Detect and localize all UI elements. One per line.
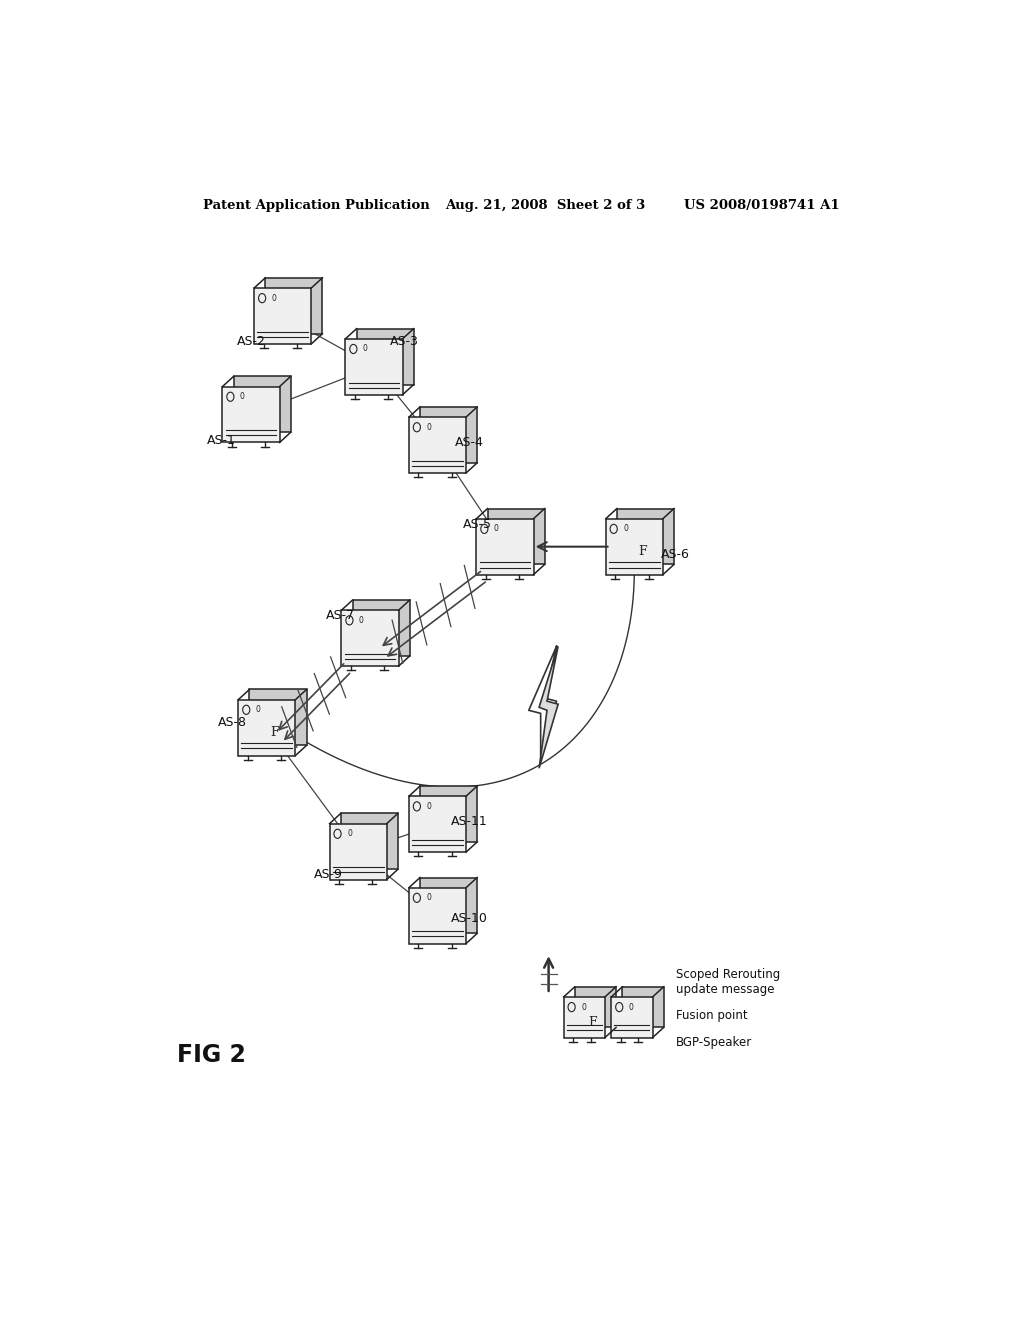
FancyBboxPatch shape [341,610,398,667]
Text: AS-3: AS-3 [390,335,419,348]
FancyBboxPatch shape [420,407,477,463]
Text: AS-7: AS-7 [327,610,355,622]
FancyBboxPatch shape [341,813,397,870]
Text: BGP-Speaker: BGP-Speaker [676,1036,752,1049]
FancyBboxPatch shape [345,339,402,395]
Text: 0: 0 [624,524,628,533]
Text: AS-10: AS-10 [451,912,487,925]
FancyBboxPatch shape [409,887,466,944]
Text: 0: 0 [426,801,431,810]
Text: Patent Application Publication: Patent Application Publication [204,199,430,213]
Text: AS-4: AS-4 [455,437,483,450]
Polygon shape [539,647,558,768]
FancyBboxPatch shape [623,987,664,1027]
FancyBboxPatch shape [487,508,545,565]
Text: 0: 0 [347,829,352,838]
FancyBboxPatch shape [356,329,414,384]
FancyBboxPatch shape [420,878,477,933]
Text: 0: 0 [362,345,368,354]
Text: Fusion point: Fusion point [676,1008,748,1022]
FancyBboxPatch shape [409,796,466,853]
Text: F: F [588,1016,597,1028]
Text: AS-6: AS-6 [662,548,690,561]
Text: 0: 0 [494,524,499,533]
FancyBboxPatch shape [222,387,280,442]
Text: 0: 0 [582,1003,586,1011]
FancyBboxPatch shape [420,785,477,842]
Text: AS-5: AS-5 [463,517,492,531]
FancyBboxPatch shape [616,508,674,565]
Text: Aug. 21, 2008  Sheet 2 of 3: Aug. 21, 2008 Sheet 2 of 3 [445,199,646,213]
Text: AS-8: AS-8 [218,715,247,729]
FancyBboxPatch shape [574,987,616,1027]
Text: AS-11: AS-11 [451,814,487,828]
Text: F: F [270,726,280,739]
Text: 0: 0 [240,392,245,401]
Text: 0: 0 [426,894,431,903]
FancyBboxPatch shape [606,519,663,574]
FancyBboxPatch shape [250,689,306,746]
FancyBboxPatch shape [265,277,323,334]
Text: 0: 0 [271,293,276,302]
Text: US 2008/0198741 A1: US 2008/0198741 A1 [684,199,839,213]
FancyBboxPatch shape [254,288,311,345]
Text: 0: 0 [359,616,364,624]
FancyBboxPatch shape [239,700,296,755]
FancyBboxPatch shape [476,519,534,574]
Text: AS-9: AS-9 [313,869,342,882]
Text: 0: 0 [426,422,431,432]
FancyBboxPatch shape [563,997,605,1038]
Text: AS-2: AS-2 [237,335,265,348]
Text: 0: 0 [629,1003,634,1011]
Text: Scoped Rerouting
update message: Scoped Rerouting update message [676,968,780,995]
Text: F: F [638,545,646,558]
FancyBboxPatch shape [330,824,387,879]
Text: AS-1: AS-1 [207,434,237,447]
FancyBboxPatch shape [611,997,652,1038]
Text: FIG 2: FIG 2 [177,1043,246,1067]
FancyBboxPatch shape [233,376,291,433]
Text: 0: 0 [256,705,261,714]
FancyBboxPatch shape [409,417,466,473]
FancyBboxPatch shape [352,601,410,656]
